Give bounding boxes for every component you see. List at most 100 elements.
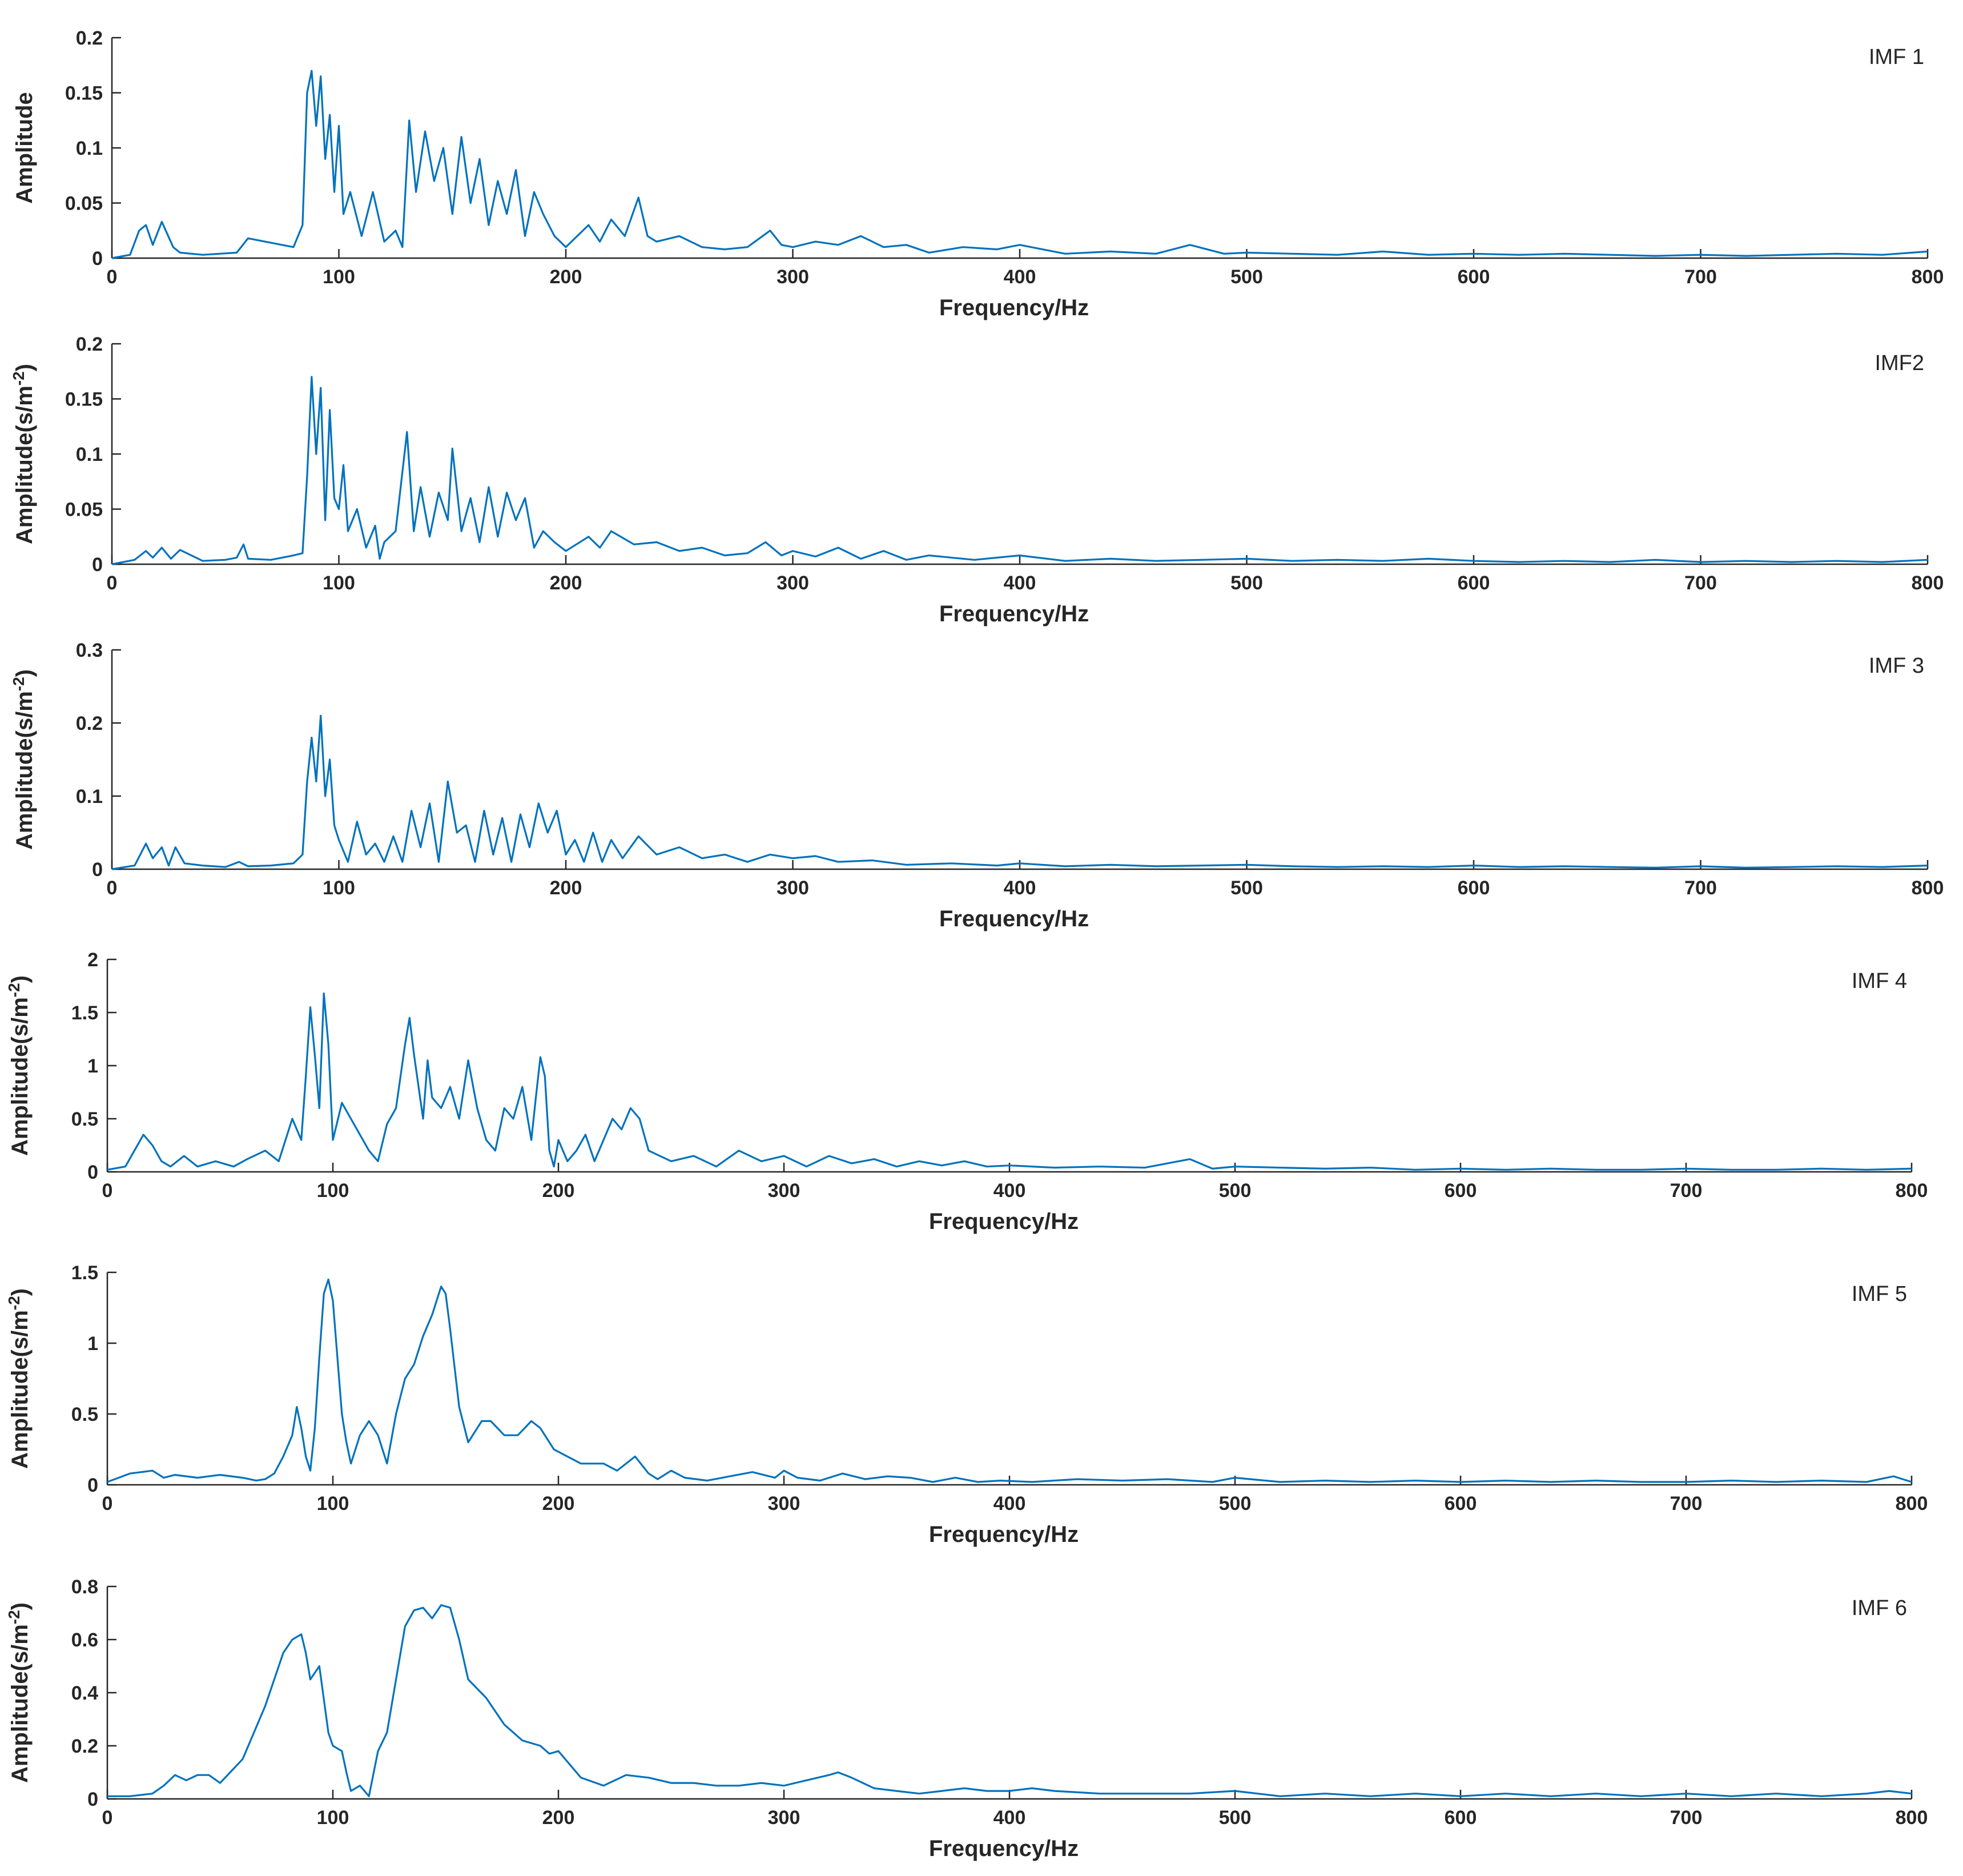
x-tick-label: 300 — [777, 266, 809, 288]
y-tick-label: 0.5 — [71, 1108, 98, 1130]
x-tick-label: 500 — [1219, 1493, 1252, 1515]
y-tick-label: 0 — [92, 859, 103, 881]
imf-panel-4: 0 100 200 300 400 500 600 700 800 0 0.5 1 1.5 2 Freque… — [5, 949, 1928, 1234]
y-tick-label: 0.2 — [76, 27, 103, 49]
y-tick-label: 0.2 — [71, 1736, 98, 1757]
panel-label: IMF 4 — [1852, 969, 1907, 993]
y-tick-label: 0.2 — [76, 334, 103, 355]
x-tick-label: 100 — [317, 1493, 349, 1515]
x-tick-label: 400 — [1004, 877, 1036, 899]
y-tick-label: 0.8 — [71, 1576, 98, 1598]
panel-label: IMF2 — [1874, 351, 1924, 375]
y-tick-label: 0.5 — [71, 1404, 98, 1425]
x-tick-label: 100 — [323, 266, 355, 288]
x-tick-label: 700 — [1684, 877, 1717, 899]
y-tick-label: 0.15 — [65, 83, 103, 105]
y-tick-label: 0.05 — [65, 499, 103, 521]
y-tick-label: 1.5 — [71, 1002, 98, 1024]
x-tick-label: 800 — [1896, 1493, 1928, 1515]
y-tick-label: 1.5 — [71, 1262, 98, 1284]
x-tick-label: 400 — [993, 1493, 1026, 1515]
panel-label: IMF 3 — [1869, 654, 1924, 678]
series-line-imf2 — [111, 376, 1928, 565]
x-tick-label: 800 — [1912, 572, 1944, 594]
x-tick-label: 300 — [777, 572, 809, 594]
imf-panel-2: 0 100 200 300 400 500 600 700 800 0 0.05 0.1 0.15 0.2… — [10, 334, 1944, 626]
x-axis-title: Frequency/Hz — [939, 601, 1089, 626]
x-tick-label: 800 — [1912, 266, 1944, 288]
x-tick-label: 500 — [1219, 1180, 1252, 1202]
y-tick-label: 2 — [87, 949, 98, 971]
x-tick-label: 100 — [323, 572, 355, 594]
x-tick-label: 600 — [1445, 1180, 1477, 1202]
x-tick-label: 400 — [993, 1807, 1026, 1829]
x-tick-label: 700 — [1670, 1493, 1703, 1515]
panel-label: IMF 1 — [1869, 45, 1924, 69]
imf-panel-5: 0 100 200 300 400 500 600 700 800 0 0.5 1 1.5 Frequen… — [5, 1262, 1928, 1547]
y-tick-label: 0 — [92, 248, 103, 270]
series-line-imf3 — [111, 714, 1928, 870]
x-tick-label: 800 — [1912, 877, 1944, 899]
x-tick-label: 800 — [1896, 1180, 1928, 1202]
y-tick-label: 0.1 — [76, 138, 103, 159]
x-tick-label: 600 — [1445, 1493, 1477, 1515]
series-line-imf5 — [107, 1278, 1912, 1483]
x-tick-label: 500 — [1230, 266, 1263, 288]
y-tick-label: 0.1 — [76, 786, 103, 808]
x-tick-label: 0 — [102, 1493, 113, 1515]
x-tick-label: 400 — [993, 1180, 1026, 1202]
x-tick-label: 700 — [1670, 1180, 1703, 1202]
y-tick-label: 0 — [87, 1789, 98, 1810]
x-tick-label: 800 — [1896, 1807, 1928, 1829]
y-tick-label: 0.1 — [76, 444, 103, 465]
x-axis-title: Frequency/Hz — [929, 1522, 1079, 1547]
x-tick-label: 200 — [550, 572, 582, 594]
y-tick-label: 0.05 — [65, 193, 103, 215]
x-tick-label: 600 — [1445, 1807, 1477, 1829]
imf-panel-1: 0 100 200 300 400 500 600 700 800 0 0.05 0.1 0.15 0.2… — [12, 27, 1944, 320]
series-line-imf4 — [107, 992, 1912, 1171]
x-tick-label: 200 — [542, 1807, 575, 1829]
y-tick-label: 0 — [87, 1162, 98, 1183]
x-tick-label: 700 — [1670, 1807, 1703, 1829]
x-tick-label: 200 — [542, 1493, 575, 1515]
x-tick-label: 300 — [768, 1493, 801, 1515]
y-tick-label: 0.4 — [71, 1682, 98, 1704]
y-tick-label: 0 — [92, 554, 103, 576]
y-axis-title: Amplitude(s/m-2) — [5, 975, 33, 1156]
x-tick-label: 0 — [107, 877, 118, 899]
x-tick-label: 600 — [1458, 266, 1490, 288]
x-tick-label: 300 — [768, 1807, 801, 1829]
imf-panel-6: 0 100 200 300 400 500 600 700 800 0 0.2 0.4 0.6 0.8 Fr… — [5, 1576, 1928, 1861]
y-axis-title: Amplitude(s/m-2) — [5, 1602, 33, 1783]
x-tick-label: 100 — [317, 1807, 349, 1829]
x-axis-title: Frequency/Hz — [939, 295, 1089, 320]
x-tick-label: 100 — [323, 877, 355, 899]
x-tick-label: 400 — [1004, 266, 1036, 288]
y-tick-label: 0.15 — [65, 389, 103, 411]
x-tick-label: 500 — [1219, 1807, 1252, 1829]
y-tick-label: 0.3 — [76, 640, 103, 661]
series-line-imf1 — [111, 70, 1928, 259]
x-tick-label: 300 — [777, 877, 809, 899]
x-tick-label: 600 — [1458, 572, 1490, 594]
y-tick-label: 1 — [87, 1055, 98, 1077]
x-tick-label: 0 — [102, 1807, 113, 1829]
x-tick-label: 500 — [1230, 572, 1263, 594]
panel-label: IMF 6 — [1852, 1596, 1907, 1620]
x-tick-label: 0 — [102, 1180, 113, 1202]
x-tick-label: 0 — [107, 266, 118, 288]
x-tick-label: 200 — [550, 877, 582, 899]
x-axis-title: Frequency/Hz — [929, 1209, 1079, 1234]
y-axis-title: Amplitude(s/m-2) — [10, 669, 37, 850]
x-axis-title: Frequency/Hz — [929, 1836, 1079, 1861]
x-tick-label: 200 — [542, 1180, 575, 1202]
x-tick-label: 600 — [1458, 877, 1490, 899]
y-axis-title: Amplitude(s/m-2) — [5, 1288, 33, 1469]
y-tick-label: 0.2 — [76, 713, 103, 734]
x-tick-label: 0 — [107, 572, 118, 594]
y-axis-title: Amplitude(s/m-2) — [10, 364, 37, 544]
x-tick-label: 400 — [1004, 572, 1036, 594]
x-axis-title: Frequency/Hz — [939, 906, 1089, 931]
